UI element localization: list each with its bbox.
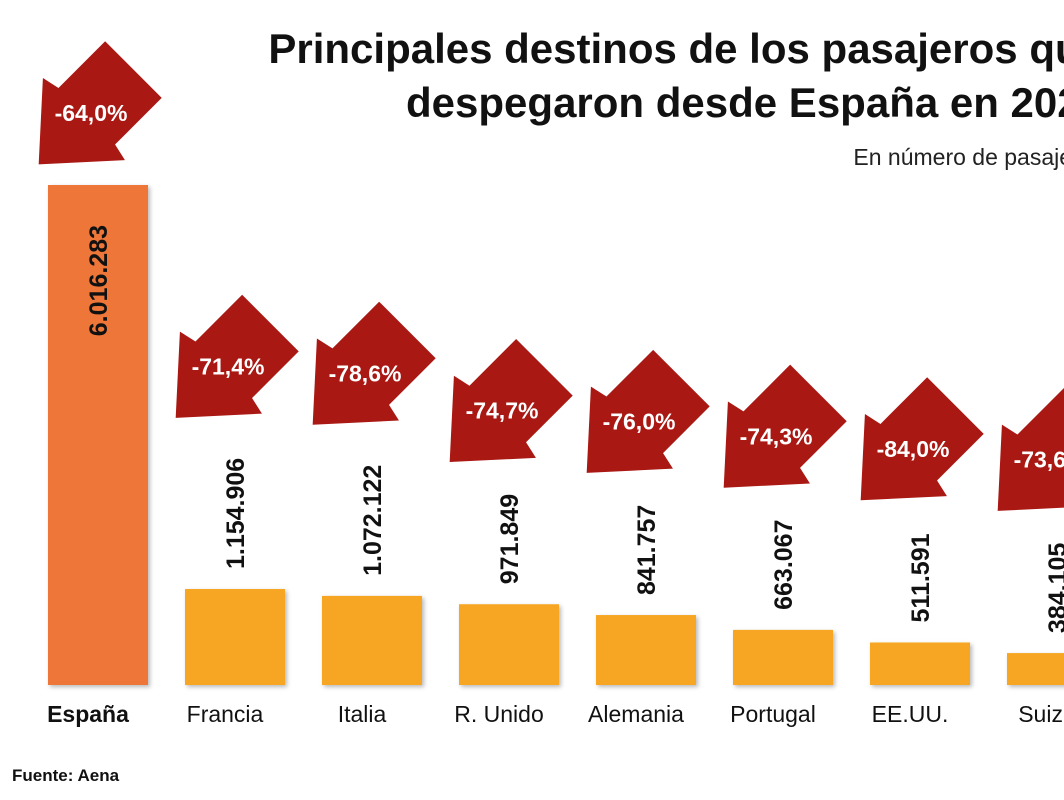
change-badge-7: -73,6% — [997, 387, 1064, 511]
change-badge-4: -76,0% — [586, 349, 710, 473]
change-badge-6: -84,0% — [860, 377, 984, 501]
down-arrow-icon — [312, 301, 436, 425]
change-label-2: -78,6% — [329, 360, 402, 386]
down-arrow-icon — [175, 294, 299, 418]
value-label-2: 1.072.122 — [359, 465, 387, 576]
category-label-1: Francia — [187, 701, 264, 727]
down-arrow-icon — [860, 377, 984, 501]
value-label-4: 841.757 — [633, 505, 661, 595]
down-arrow-icon — [38, 41, 162, 165]
change-label-4: -76,0% — [603, 409, 676, 435]
category-label-4: Alemania — [588, 701, 684, 727]
category-label-5: Portugal — [730, 701, 816, 727]
value-label-0: 6.016.283 — [85, 225, 113, 336]
value-label-1: 1.154.906 — [222, 458, 250, 569]
category-label-7: Suiza — [1018, 701, 1064, 727]
chart-title-line-2: despegaron desde España en 2021 — [406, 79, 1064, 126]
down-arrow-icon — [586, 349, 710, 473]
value-label-3: 971.849 — [496, 494, 524, 584]
change-badge-0: -64,0% — [38, 41, 162, 165]
bar-6 — [870, 642, 970, 685]
source-note: Fuente: Aena — [12, 766, 120, 785]
change-badge-5: -74,3% — [723, 364, 847, 488]
value-label-7: 384.105 — [1044, 543, 1064, 633]
bar-1 — [185, 589, 285, 685]
change-label-6: -84,0% — [877, 436, 950, 462]
down-arrow-icon — [723, 364, 847, 488]
change-label-5: -74,3% — [740, 423, 813, 449]
category-label-2: Italia — [338, 701, 387, 727]
bar-7 — [1007, 653, 1064, 685]
bar-5 — [733, 629, 833, 685]
category-label-6: EE.UU. — [872, 701, 949, 727]
category-label-3: R. Unido — [454, 701, 543, 727]
bar-2 — [322, 595, 422, 685]
bar-3 — [459, 604, 559, 685]
category-label-0: España — [47, 701, 129, 727]
change-badge-2: -78,6% — [312, 301, 436, 425]
change-label-0: -64,0% — [55, 100, 128, 126]
bar-0 — [48, 185, 148, 685]
change-badge-3: -74,7% — [449, 339, 573, 463]
value-label-6: 511.591 — [907, 533, 935, 622]
chart-title-line-1: Principales destinos de los pasajeros qu… — [268, 25, 1064, 72]
down-arrow-icon — [997, 387, 1064, 511]
value-label-5: 663.067 — [770, 520, 798, 610]
down-arrow-icon — [449, 339, 573, 463]
change-label-3: -74,7% — [466, 398, 539, 424]
change-label-7: -73,6% — [1014, 447, 1064, 473]
change-label-1: -71,4% — [192, 354, 265, 380]
chart-title: Principales destinos de los pasajeros qu… — [268, 22, 1064, 130]
change-badge-1: -71,4% — [175, 294, 299, 418]
chart-subtitle: En número de pasajeros — [853, 144, 1064, 170]
bar-4 — [596, 615, 696, 685]
